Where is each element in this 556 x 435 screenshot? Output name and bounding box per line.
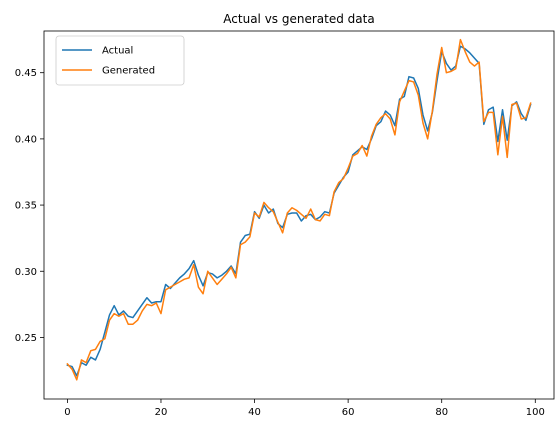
series-layer xyxy=(66,38,532,381)
legend-label-generated: Generated xyxy=(102,66,155,77)
chart-title: Actual vs generated data xyxy=(223,12,374,26)
x-tick-label: 60 xyxy=(342,407,355,418)
y-tick-label: 0.45 xyxy=(15,68,37,79)
x-tick-label: 40 xyxy=(248,407,261,418)
x-tick-label: 80 xyxy=(435,407,448,418)
legend-box xyxy=(55,35,185,86)
legend: Actual Generated xyxy=(55,35,185,86)
x-axis: 0 20 40 60 80 100 xyxy=(64,399,545,418)
y-tick-label: 0.30 xyxy=(15,267,37,278)
x-tick-label: 0 xyxy=(64,407,70,418)
x-tick-label: 100 xyxy=(526,407,545,418)
series-line-generated xyxy=(66,38,532,381)
y-tick-label: 0.35 xyxy=(15,201,37,212)
y-tick-label: 0.25 xyxy=(15,333,37,344)
x-tick-label: 20 xyxy=(155,407,168,418)
series-line-actual xyxy=(66,45,532,377)
legend-label-actual: Actual xyxy=(102,46,133,57)
y-tick-label: 0.40 xyxy=(15,134,37,145)
y-axis: 0.25 0.30 0.35 0.40 0.45 xyxy=(15,68,44,344)
axes-frame xyxy=(43,30,555,400)
